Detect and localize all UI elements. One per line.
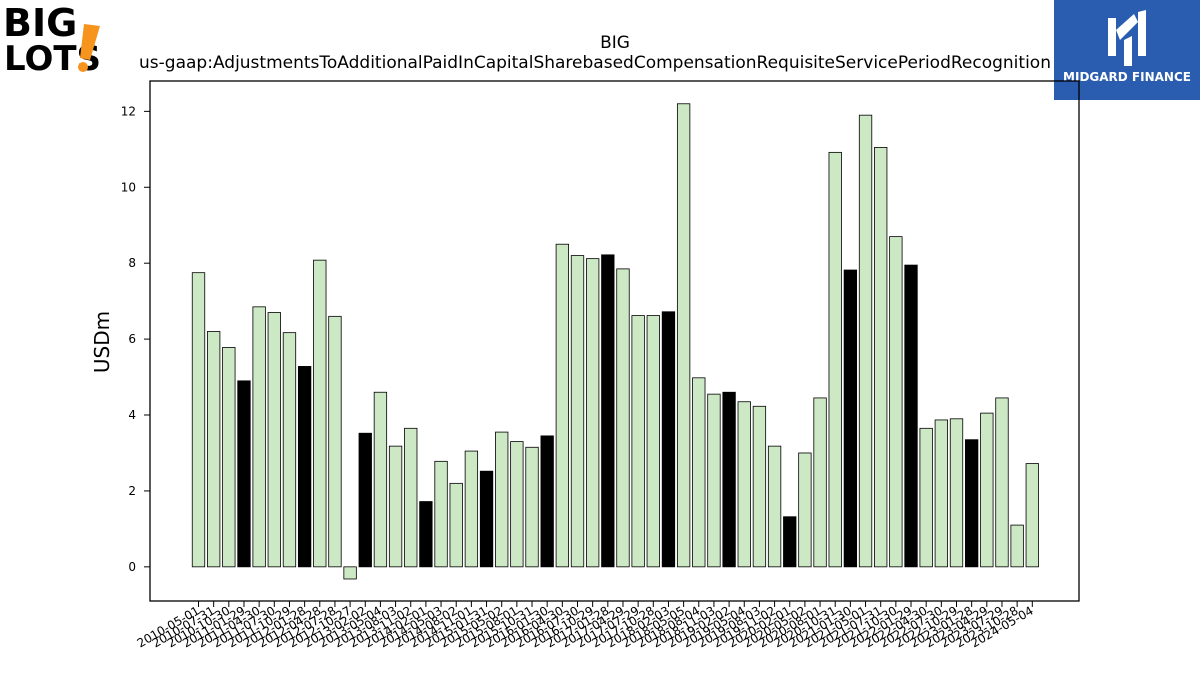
bar-2020-08-01 bbox=[813, 397, 827, 568]
bar-2015-05-02 bbox=[495, 431, 509, 568]
bar-2021-10-30 bbox=[889, 236, 903, 568]
logo-m-right-stroke bbox=[1138, 10, 1146, 56]
bar-2013-02-02 bbox=[358, 432, 372, 568]
midgard-finance-logo: MIDGARD FINANCE bbox=[1054, 0, 1200, 100]
bar-2016-07-30 bbox=[570, 255, 585, 568]
logo-exclamation-bar bbox=[80, 24, 100, 60]
bar-2011-01-29 bbox=[237, 380, 251, 568]
bar-2022-01-29 bbox=[904, 264, 918, 568]
bar-2023-04-29 bbox=[980, 412, 994, 568]
bar-2023-10-28 bbox=[1010, 524, 1024, 568]
bar-2012-04-28 bbox=[313, 259, 327, 568]
bar-2012-01-28 bbox=[297, 366, 312, 568]
y-axis-ticks: 0 2 4 6 8 10 12 bbox=[121, 104, 150, 574]
bars-group bbox=[191, 103, 1039, 580]
bar-2011-04-30 bbox=[252, 306, 266, 568]
bar-2019-05-04 bbox=[737, 401, 751, 568]
bar-2015-10-31 bbox=[525, 446, 539, 568]
bar-2020-05-02 bbox=[798, 452, 812, 568]
bar-2018-02-03 bbox=[661, 311, 676, 568]
bar-2017-01-28 bbox=[601, 254, 615, 568]
logo-text-midgard: MIDGARD FINANCE bbox=[1063, 70, 1191, 84]
chart-title: BIG bbox=[600, 33, 630, 53]
bar-2016-01-30 bbox=[540, 435, 554, 568]
chart-subtitle: us-gaap:AdjustmentsToAdditionalPaidInCap… bbox=[139, 53, 1051, 73]
bar-2020-02-01 bbox=[783, 516, 797, 568]
bar-2019-08-03 bbox=[752, 405, 767, 568]
bar-2024-05-04 bbox=[1025, 463, 1039, 568]
bar-2013-05-04 bbox=[373, 391, 388, 568]
bar-2017-04-29 bbox=[616, 268, 630, 568]
bar-2010-05-01 bbox=[191, 272, 206, 568]
bar-2012-10-27 bbox=[343, 566, 357, 580]
bar-2014-05-03 bbox=[434, 460, 448, 568]
bar-2023-07-29 bbox=[995, 397, 1009, 568]
y-tick-label: 10 bbox=[121, 180, 136, 194]
plot-frame bbox=[149, 80, 1080, 602]
bar-2010-07-31 bbox=[207, 331, 221, 568]
logo-m-center-stroke bbox=[1124, 36, 1132, 66]
bar-2013-11-02 bbox=[404, 427, 418, 568]
logo-text-big: BIG bbox=[3, 1, 77, 45]
bar-2018-05-05 bbox=[676, 103, 691, 568]
bar-2021-01-30 bbox=[843, 269, 858, 568]
bar-2022-10-29 bbox=[949, 418, 964, 568]
logo-m-left-stroke bbox=[1108, 18, 1116, 56]
bar-2022-07-30 bbox=[934, 419, 948, 568]
y-tick-label: 8 bbox=[128, 256, 136, 270]
bar-2014-11-01 bbox=[464, 450, 479, 568]
bar-2020-10-31 bbox=[828, 151, 842, 568]
y-tick-label: 0 bbox=[128, 560, 136, 574]
x-axis-ticks: 2010-05-012010-07-312010-10-302011-01-29… bbox=[135, 601, 1036, 650]
bar-2021-07-31 bbox=[874, 147, 888, 568]
bar-2022-04-30 bbox=[919, 427, 933, 568]
bar-2011-07-30 bbox=[267, 312, 281, 568]
y-axis-label: USDm bbox=[90, 311, 114, 373]
bar-2016-04-30 bbox=[555, 243, 569, 568]
y-tick-label: 6 bbox=[128, 332, 136, 346]
bar-2015-01-31 bbox=[479, 470, 494, 568]
bar-2017-07-29 bbox=[631, 315, 645, 568]
logo-m-diagonal bbox=[1116, 14, 1138, 40]
y-tick-label: 4 bbox=[128, 408, 136, 422]
bar-2017-10-28 bbox=[646, 315, 660, 568]
y-tick-label: 2 bbox=[128, 484, 136, 498]
bar-2018-08-04 bbox=[692, 377, 706, 568]
bar-2011-10-29 bbox=[282, 332, 297, 568]
bar-2019-11-02 bbox=[767, 445, 782, 568]
bar-2021-05-01 bbox=[858, 114, 873, 568]
bar-2010-10-30 bbox=[222, 347, 236, 568]
bar-2012-07-28 bbox=[328, 315, 342, 568]
bar-2015-08-01 bbox=[510, 441, 524, 568]
big-lots-logo: BIG LOTS bbox=[0, 0, 110, 80]
logo-exclamation-dot bbox=[78, 62, 88, 72]
bar-2013-08-03 bbox=[388, 445, 403, 568]
bar-2014-08-02 bbox=[449, 482, 463, 568]
bar-2018-11-03 bbox=[707, 393, 721, 568]
bar-2014-02-01 bbox=[419, 501, 433, 568]
bar-2016-10-29 bbox=[586, 258, 600, 568]
bar-2023-01-28 bbox=[965, 439, 979, 568]
bar-2019-02-02 bbox=[722, 391, 736, 568]
y-tick-label: 12 bbox=[121, 104, 136, 118]
